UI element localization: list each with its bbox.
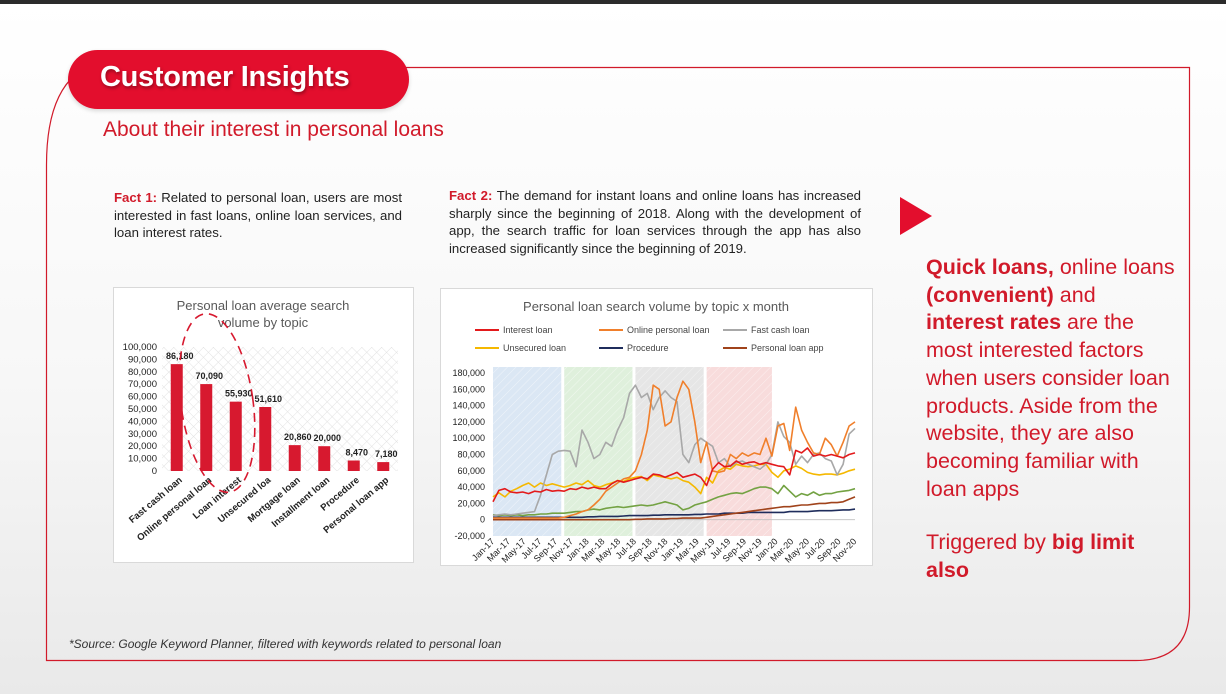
period-band-hatch — [635, 367, 704, 536]
line-ytick-label: 20,000 — [457, 498, 485, 508]
bar-chart: Personal loan average search volume by t… — [123, 298, 398, 544]
series-line-interest-loan — [492, 447, 856, 503]
bar-chart-title-line2: volume by topic — [218, 315, 309, 330]
play-arrow-icon — [900, 197, 932, 235]
insight-rest: are the most interested factors when use… — [926, 310, 1170, 501]
period-band-hatch — [706, 367, 772, 536]
insight-and: and — [1053, 282, 1096, 307]
bar-ytick-label: 10,000 — [128, 454, 157, 465]
bar-data-label: 8,470 — [345, 447, 368, 457]
bar-data-label: 86,180 — [166, 351, 194, 361]
series-line-procedure — [493, 508, 856, 519]
line-ytick-label: -20,000 — [454, 531, 485, 541]
line-ytick-label: 100,000 — [452, 433, 485, 443]
line-ytick-label: 0 — [480, 515, 485, 525]
top-bar — [0, 0, 1226, 4]
legend-label: Online personal loan — [627, 325, 710, 335]
bar-data-label: 51,610 — [254, 394, 282, 404]
highlight-ellipse — [178, 312, 256, 494]
trigger-prefix: Triggered by — [926, 530, 1052, 554]
bar-data-label: 70,090 — [195, 371, 223, 381]
source-note: *Source: Google Keyword Planner, filtere… — [69, 637, 502, 651]
page-subtitle: About their interest in personal loans — [103, 118, 444, 141]
bar — [288, 445, 301, 471]
series-line-personal-loan-app — [493, 496, 856, 521]
bar-data-label: 20,860 — [284, 432, 312, 442]
legend-label: Procedure — [627, 343, 669, 353]
bar-ytick-label: 40,000 — [128, 416, 157, 427]
bar-ytick-label: 0 — [152, 466, 157, 477]
series-line-online-personal-loan — [493, 380, 856, 519]
bar-chart-card: Personal loan average search volume by t… — [113, 287, 414, 563]
line-chart: Personal loan search volume by topic x m… — [452, 299, 858, 565]
bar-ytick-label: 30,000 — [128, 429, 157, 440]
line-ytick-label: 60,000 — [457, 466, 485, 476]
bar — [259, 407, 272, 471]
insight-text: Quick loans, online loans (convenient) a… — [926, 254, 1176, 503]
period-band-hatch — [493, 367, 562, 536]
line-ytick-label: 120,000 — [452, 417, 485, 427]
fact-2: Fact 2: The demand for instant loans and… — [449, 187, 861, 257]
fact-1-text: Related to personal loan, users are most… — [114, 190, 402, 240]
insight-interest-rates: interest rates — [926, 310, 1062, 335]
fact-1-label: Fact 1: — [114, 190, 158, 205]
legend-label: Fast cash loan — [751, 325, 810, 335]
insight-quick-loans: Quick loans, — [926, 255, 1054, 279]
insight-convenient: (convenient) — [926, 282, 1054, 307]
bar-data-label: 55,930 — [225, 389, 253, 399]
series-line-unnamed — [492, 484, 856, 517]
legend-label: Interest loan — [503, 325, 553, 335]
bar — [170, 364, 183, 471]
insight-online-loans: online loans — [1053, 255, 1175, 279]
bar-ytick-label: 100,000 — [123, 342, 157, 353]
bar-ytick-label: 50,000 — [128, 404, 157, 415]
line-ytick-label: 80,000 — [457, 450, 485, 460]
bar — [377, 462, 390, 471]
bar — [318, 446, 331, 471]
trigger-big-limit: big limit also — [926, 530, 1135, 582]
bar-ytick-label: 70,000 — [128, 379, 157, 390]
series-line-unsecured-loan — [492, 463, 856, 498]
bar-data-label: 7,180 — [375, 449, 398, 459]
line-ytick-label: 160,000 — [452, 384, 485, 394]
bar-ytick-label: 20,000 — [128, 441, 157, 452]
period-band-hatch — [564, 367, 633, 536]
page-title: Customer Insights — [100, 61, 350, 93]
bar — [347, 460, 360, 471]
line-chart-card: Personal loan search volume by topic x m… — [440, 288, 873, 566]
bar-ytick-label: 90,000 — [128, 354, 157, 365]
bar-ytick-label: 80,000 — [128, 367, 157, 378]
fact-2-label: Fact 2: — [449, 188, 493, 203]
legend-label: Personal loan app — [751, 343, 824, 353]
bar — [229, 401, 242, 471]
trigger-text: Triggered by big limit also — [926, 529, 1176, 584]
fact-1: Fact 1: Related to personal loan, users … — [114, 189, 402, 242]
bar-chart-title-line1: Personal loan average search — [177, 298, 350, 313]
title-pill — [68, 50, 409, 109]
bar-ytick-label: 60,000 — [128, 392, 157, 403]
bar — [200, 384, 213, 471]
bar-data-label: 20,000 — [313, 433, 341, 443]
fact-2-text: The demand for instant loans and online … — [449, 188, 861, 256]
series-line-fast-cash-loan — [492, 384, 856, 517]
line-ytick-label: 180,000 — [452, 368, 485, 378]
legend-label: Unsecured loan — [503, 343, 566, 353]
line-ytick-label: 140,000 — [452, 401, 485, 411]
line-ytick-label: 40,000 — [457, 482, 485, 492]
line-chart-title: Personal loan search volume by topic x m… — [523, 299, 789, 314]
